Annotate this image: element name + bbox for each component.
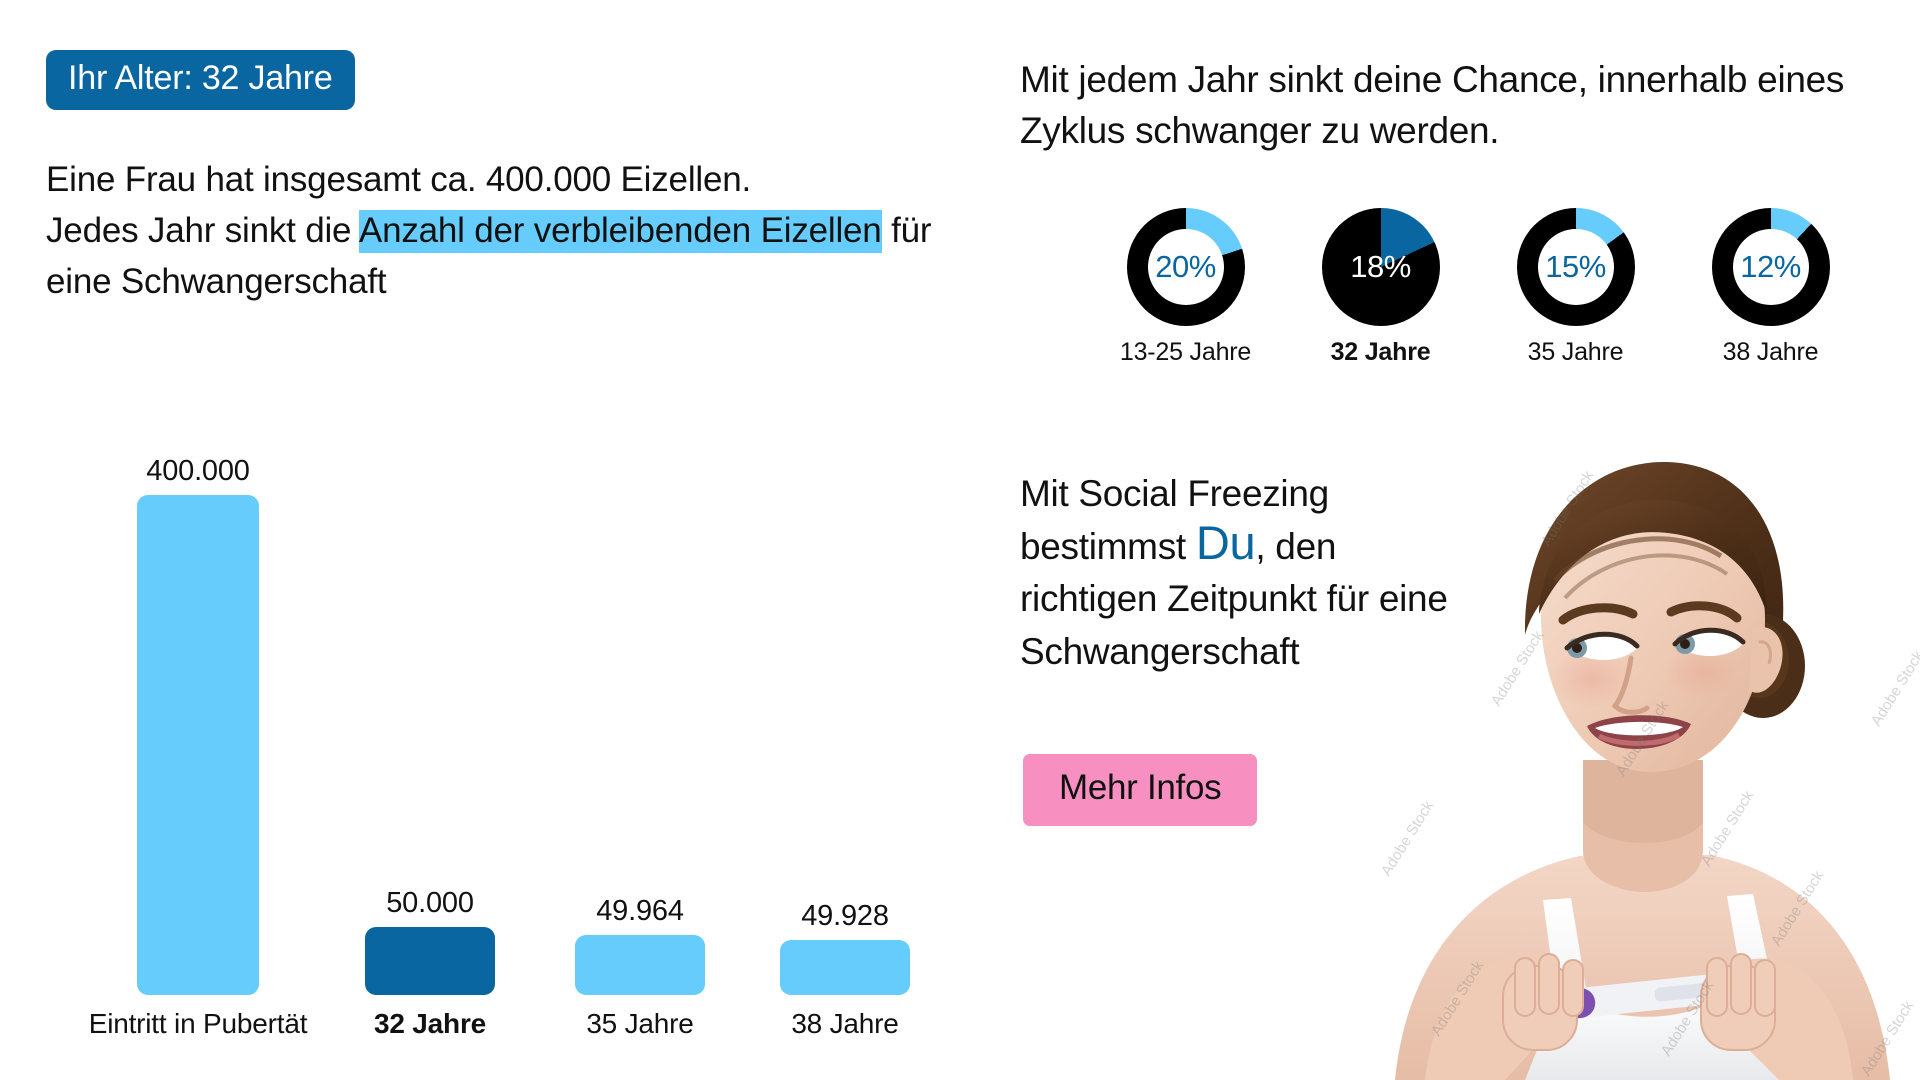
more-info-button[interactable]: Mehr Infos (1023, 754, 1258, 826)
bar-rect-35 (575, 935, 705, 995)
bar-label-32: 32 Jahre (373, 1008, 487, 1039)
bar-group-puberty: 400.000 Eintritt in Pubertät (88, 455, 308, 1040)
donut-chart-12-percent: 12% (1711, 208, 1830, 326)
donut-cell-38: 12% 38 Jahre (1683, 208, 1858, 367)
intro-paragraph: Eine Frau hat insgesamt ca. 400.000 Eize… (46, 155, 976, 307)
bar-value-38: 49.928 (801, 900, 889, 932)
donut-chart-15-percent: 15% (1516, 208, 1635, 326)
photo-illustration (1355, 430, 1920, 1080)
donut-label-38: 38 Jahre (1722, 338, 1819, 366)
freezing-text-suffix: , den richtigen Zeitpunkt für eine Schwa… (1020, 525, 1448, 672)
donut-cell-35: 15% 35 Jahre (1488, 208, 1663, 367)
bar-group-38: 49.928 38 Jahre (755, 900, 935, 1040)
donut-value-13-25: 20% (1155, 249, 1216, 284)
intro-line-1: Eine Frau hat insgesamt ca. 400.000 Eize… (46, 160, 752, 199)
donut-cell-13-25: 20% 13-25 Jahre (1098, 208, 1273, 367)
bar-label-38: 38 Jahre (791, 1008, 899, 1039)
age-badge-label: Ihr Alter: 32 Jahre (68, 59, 333, 97)
bar-rect-32 (365, 927, 495, 995)
woman-with-pregnancy-test-photo: Adobe Stock Adobe Stock Adobe Stock Adob… (1355, 430, 1920, 1080)
right-column: Mit jedem Jahr sinkt deine Chance, inner… (1020, 0, 1920, 1080)
bar-rect-38 (780, 940, 910, 995)
donut-value-38: 12% (1740, 249, 1801, 284)
donut-value-35: 15% (1545, 249, 1606, 284)
donut-hole (1147, 229, 1224, 305)
donut-cell-32: 18% 32 Jahre (1293, 208, 1468, 367)
donut-value-32: 18% (1350, 249, 1411, 284)
conception-chance-pie-chart: 20% 13-25 Jahre 18% 32 Jahre 15% 35 Jahr… (1098, 208, 1858, 367)
pie-chart-18-percent: 18% (1321, 208, 1440, 326)
bar-value-35: 49.964 (596, 895, 684, 927)
donut-hole (1537, 229, 1614, 305)
freezing-text-prefix: Mit Social Freezing bestimmst (1020, 473, 1329, 567)
donut-label-32: 32 Jahre (1330, 338, 1431, 366)
intro-highlight: Anzahl der verbleibenden Eizellen (358, 209, 882, 253)
bar-value-puberty: 400.000 (146, 455, 250, 487)
bar-rect-puberty (137, 495, 259, 995)
donut-hole (1732, 229, 1809, 305)
social-freezing-paragraph: Mit Social Freezing bestimmst Du, den ri… (1020, 468, 1460, 678)
bar-group-35: 49.964 35 Jahre (550, 895, 730, 1040)
donut-chart-20-percent: 20% (1126, 208, 1245, 326)
donut-label-35: 35 Jahre (1527, 338, 1624, 366)
age-badge: Ihr Alter: 32 Jahre (46, 50, 355, 111)
bar-value-32: 50.000 (386, 887, 474, 919)
bar-label-35: 35 Jahre (586, 1008, 694, 1039)
donut-label-13-25: 13-25 Jahre (1119, 338, 1252, 366)
chance-heading: Mit jedem Jahr sinkt deine Chance, inner… (1020, 59, 1845, 152)
egg-count-bar-chart: 400.000 Eintritt in Pubertät 50.000 32 J… (40, 380, 990, 1040)
bar-label-puberty: Eintritt in Pubertät (88, 1008, 308, 1039)
intro-line-2-prefix: Jedes Jahr sinkt die (46, 210, 359, 250)
intro-line-2-suffix: für eine Schwangerschaft (46, 210, 932, 301)
left-column: Ihr Alter: 32 Jahre Eine Frau hat insges… (40, 50, 990, 1040)
bar-group-32: 50.000 32 Jahre (340, 887, 520, 1040)
freezing-text-emphasis: Du (1195, 515, 1256, 569)
